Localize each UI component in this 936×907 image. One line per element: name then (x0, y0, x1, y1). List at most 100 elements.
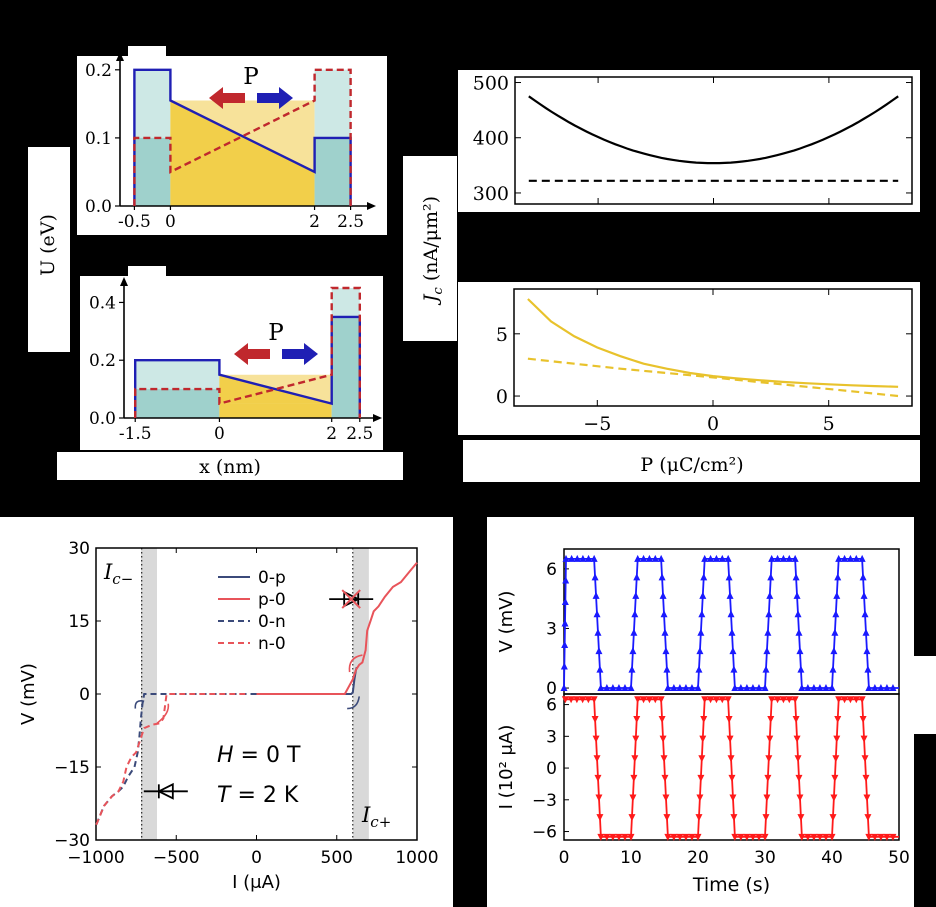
current-marker (797, 814, 805, 822)
current-marker (658, 715, 666, 723)
temp-label: T = 2 K (217, 783, 299, 808)
y-tick-label: −6 (532, 823, 557, 843)
chart-jc-bottom: 0 5 −5 0 5 (496, 288, 913, 435)
current-marker (670, 833, 678, 841)
voltage-marker (640, 554, 648, 562)
voltage-marker (859, 573, 867, 581)
voltage-marker (596, 665, 604, 673)
current-marker (828, 833, 836, 841)
x-axis-arrowhead (367, 202, 376, 210)
y-tick-label: 6 (546, 696, 557, 716)
sweep-arrow-p0 (348, 654, 363, 673)
voltage-marker (795, 628, 803, 636)
voltage-marker (688, 684, 696, 692)
voltage-marker (833, 591, 841, 599)
voltage-marker (794, 610, 802, 618)
voltage-marker (764, 628, 772, 636)
barrier-fill-6 (331, 316, 360, 418)
voltage-marker (629, 647, 637, 655)
panel-jc-bottom-bg (458, 282, 920, 435)
series-p-0 (251, 561, 418, 695)
voltage-marker (561, 641, 569, 649)
t-var: T (217, 783, 232, 808)
current-marker (633, 715, 641, 723)
y-tick-label: 0.1 (85, 129, 112, 149)
x-tick-label: 0 (707, 413, 719, 435)
current-marker (688, 833, 696, 841)
panel-jclabel-bg (403, 156, 457, 341)
y-axis-arrowhead (116, 52, 124, 61)
voltage-marker (828, 684, 836, 692)
diode-cross-b (341, 589, 361, 609)
current-marker (701, 696, 709, 704)
voltage-marker (862, 628, 870, 636)
voltage-marker (718, 554, 726, 562)
current-marker (591, 715, 599, 723)
voltage-marker (830, 647, 838, 655)
current-marker (743, 833, 751, 841)
chart-iv-curve: −30 −15 0 15 30 −1000 −500 0 500 1000 V (mV) I (μA)… (18, 539, 439, 893)
current-marker (629, 794, 637, 802)
x-tick-label: 0 (165, 212, 176, 232)
voltage-marker (609, 684, 617, 692)
panel-ulabel-bg (28, 147, 70, 352)
voltage-marker (585, 554, 593, 562)
current-marker (698, 755, 706, 763)
x-tick-label: −500 (153, 848, 200, 868)
voltage-marker (731, 684, 739, 692)
voltage-marker (883, 684, 891, 692)
h-value: = 0 T (234, 743, 301, 768)
current-marker (609, 833, 617, 841)
voltage-marker (593, 610, 601, 618)
voltage-marker (829, 665, 837, 673)
current-marker (595, 794, 603, 802)
current-marker (725, 715, 733, 723)
u-axis-label: U (eV) (37, 214, 59, 276)
current-marker (697, 774, 705, 782)
ic-plus-i: I (361, 803, 371, 827)
x-tick-label: 2.5 (346, 424, 373, 444)
series-dashed (134, 286, 361, 418)
y-tick-label: 6 (546, 560, 557, 580)
chart-jc-top: 300 400 500 (473, 73, 913, 205)
polarization-right-arrow (257, 87, 293, 109)
current-marker (621, 833, 629, 841)
voltage-marker (561, 597, 569, 605)
voltage-marker (792, 573, 800, 581)
voltage-marker (630, 628, 638, 636)
voltage-marker (573, 554, 581, 562)
voltage-marker (634, 554, 642, 562)
tab-top-b (128, 266, 166, 278)
y-tick-label: −15 (54, 758, 90, 778)
ic-minus-label: Ic− (103, 560, 133, 588)
current-marker (852, 696, 860, 704)
y-tick-label: 500 (473, 73, 509, 95)
voltage-marker (562, 554, 570, 562)
current-marker (832, 755, 840, 763)
tab-top-a (128, 46, 166, 58)
current-marker (822, 833, 830, 841)
voltage-marker (871, 684, 879, 692)
plot-frame (563, 693, 900, 841)
current-marker (632, 735, 640, 743)
current-marker (858, 696, 866, 704)
y-axis-arrowhead (120, 277, 128, 286)
y-tick-label: 3 (546, 727, 557, 747)
voltage-marker (707, 554, 715, 562)
series-solid (528, 95, 899, 165)
voltage-marker (725, 573, 733, 581)
y-tick-label: 5 (496, 324, 508, 346)
voltage-marker (834, 573, 842, 581)
voltage-marker (727, 610, 735, 618)
current-marker (596, 814, 604, 822)
v-ylabel: V (mV) (496, 591, 517, 653)
diode-reverse-icon-triangle (156, 782, 174, 800)
current-marker (594, 774, 602, 782)
current-marker (767, 715, 775, 723)
series-solid (133, 68, 352, 206)
current-marker (792, 715, 800, 723)
voltage-marker (632, 591, 640, 599)
current-marker (764, 774, 772, 782)
current-marker (810, 833, 818, 841)
current-marker (696, 794, 704, 802)
